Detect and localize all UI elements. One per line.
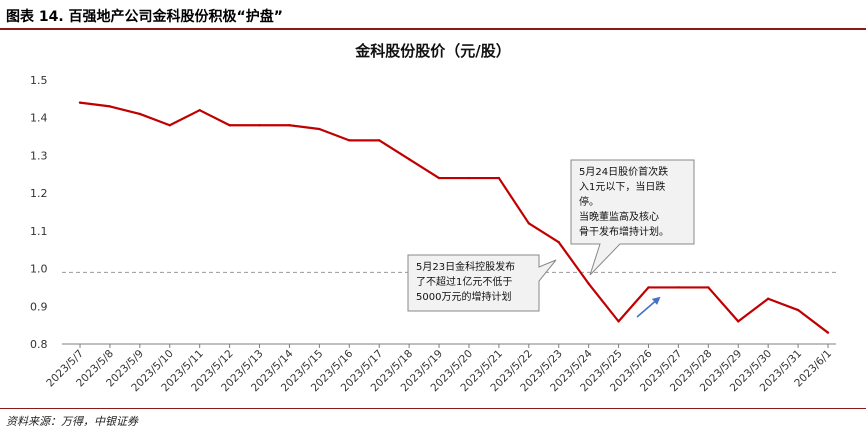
series-point	[348, 139, 351, 142]
series-point	[198, 108, 201, 112]
series-point	[796, 308, 800, 312]
y-tick-label: 1.5	[30, 74, 48, 87]
x-axis: 2023/5/72023/5/82023/5/92023/5/102023/5/…	[44, 343, 836, 394]
annotation-text-line: 入1元以下，当日跌	[579, 180, 665, 193]
y-tick-label: 1.4	[30, 112, 48, 125]
chart-title: 金科股份股价（元/股）	[354, 42, 510, 60]
series-point	[407, 158, 411, 161]
source-note: 资料来源：万得，中银证券	[6, 415, 138, 428]
series-point	[826, 331, 830, 334]
series-point	[78, 101, 82, 104]
series-point	[467, 176, 471, 180]
series-point	[587, 282, 590, 285]
series-group	[78, 101, 830, 334]
figure-header: 图表 14. 百强地产公司金科股份积极“护盘”	[0, 0, 866, 30]
annotation-text-line: 了不超过1亿元不低于	[416, 275, 512, 288]
series-point	[437, 176, 441, 180]
annotation-text-line: 5月24日股价首次跌	[579, 165, 668, 178]
series-point	[288, 124, 291, 127]
series-point	[647, 286, 650, 289]
series-point	[258, 124, 261, 127]
series-point	[677, 286, 680, 289]
footer-rule	[0, 408, 866, 409]
stock-price-chart: 金科股份股价（元/股） 1.5 1.4 1.3 1.2 1.1 1.0 0.9 0.8 202…	[30, 42, 836, 394]
increase-arrow	[636, 296, 661, 318]
figure-title: 图表 14. 百强地产公司金科股份积极“护盘”	[6, 9, 283, 25]
y-tick-label: 1.1	[30, 225, 48, 238]
y-tick-label: 1.0	[30, 263, 48, 276]
series-point	[766, 297, 770, 300]
series-point	[108, 105, 112, 108]
series-point	[557, 240, 560, 244]
series-point	[228, 124, 231, 127]
series-point	[168, 124, 171, 127]
series-point	[138, 112, 142, 116]
annotation-text-line: 骨干发布增持计划。	[579, 225, 669, 238]
y-tick-label: 0.8	[30, 338, 48, 351]
series-point	[617, 320, 620, 323]
series-point	[527, 222, 530, 225]
annotation-box	[407, 254, 557, 312]
annotation-text-line: 当晚董监高及核心	[579, 210, 659, 223]
y-tick-label: 1.3	[30, 149, 48, 162]
y-tick-label: 1.2	[30, 187, 48, 200]
annotation-text-line: 5000万元的增持计划	[416, 290, 511, 303]
header-rule	[0, 28, 866, 30]
series-line	[79, 101, 829, 334]
series-point	[707, 286, 710, 289]
annotation-text-line: 停。	[579, 195, 599, 208]
y-axis-ticks: 1.5 1.4 1.3 1.2 1.1 1.0 0.9 0.8	[30, 74, 48, 351]
annotation-box	[570, 159, 695, 276]
series-point	[378, 139, 381, 142]
series-point	[497, 176, 501, 180]
y-tick-label: 0.9	[30, 300, 48, 313]
annotation-text-line: 5月23日金科控股发布	[416, 260, 515, 273]
series-point	[737, 320, 740, 323]
series-point	[318, 127, 321, 131]
annotations-group: 5月24日股价首次跌入1元以下，当日跌停。当晚董监高及核心骨干发布增持计划。5月…	[407, 159, 695, 318]
